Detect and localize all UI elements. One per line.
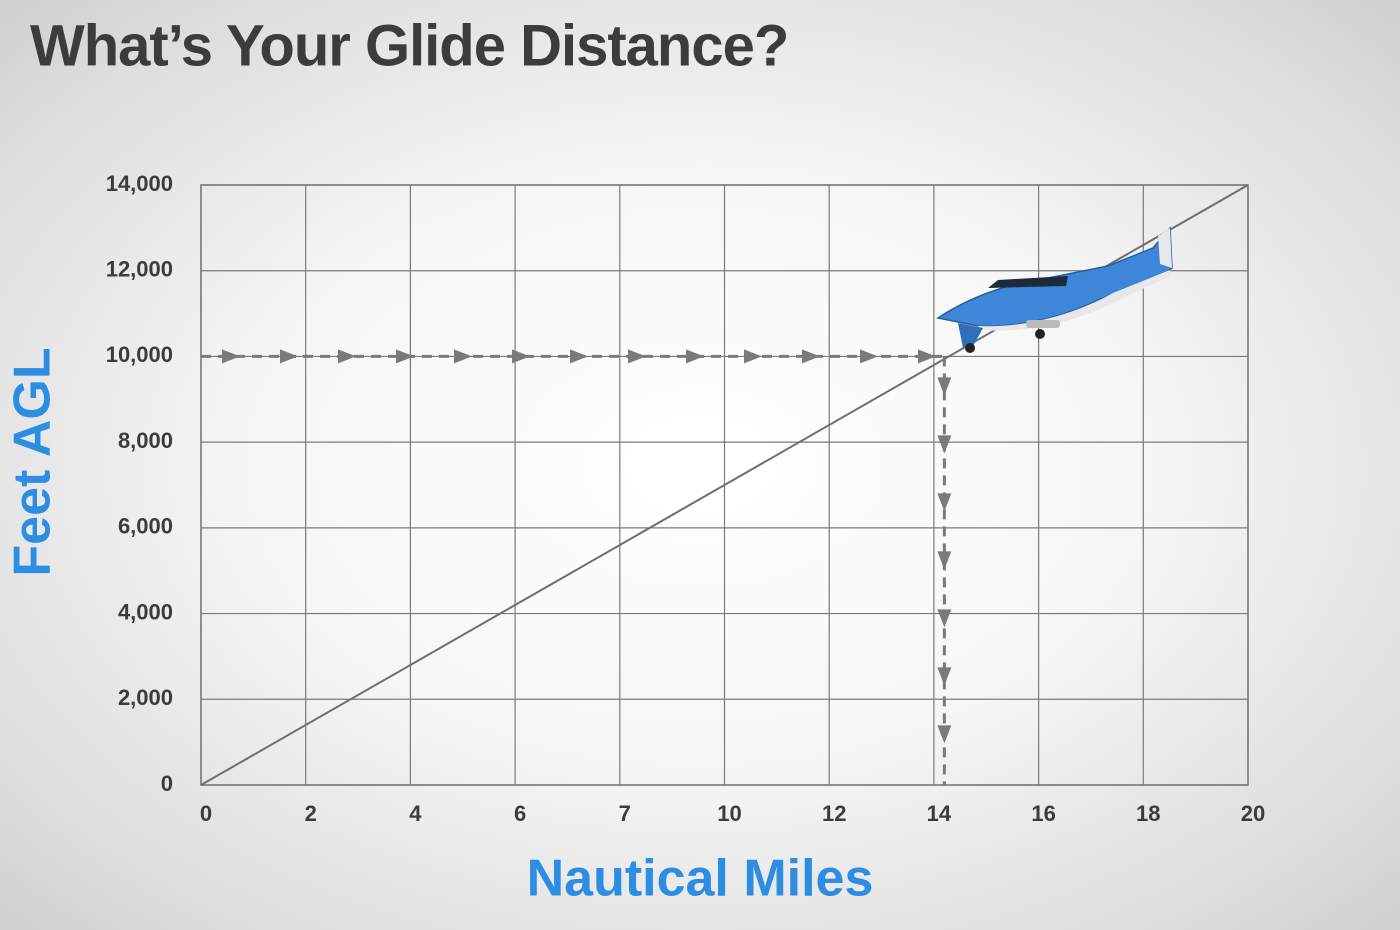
arrowhead — [744, 349, 762, 364]
x-tick-label: 12 — [822, 801, 846, 826]
x-tick-label: 7 — [619, 801, 631, 826]
arrowhead — [802, 349, 820, 364]
wheel-fairing — [1026, 320, 1060, 328]
y-tick-label: 14,000 — [106, 171, 173, 196]
windows — [988, 276, 1068, 288]
arrowhead — [937, 377, 952, 396]
arrowhead — [512, 349, 530, 364]
y-tick-label: 6,000 — [118, 514, 173, 539]
y-tick-label: 10,000 — [106, 342, 173, 367]
wheel — [1035, 329, 1045, 339]
tail-stripe — [1158, 228, 1172, 268]
x-tick-label: 10 — [717, 801, 741, 826]
arrowhead — [937, 551, 952, 570]
wheel — [965, 343, 975, 353]
arrowhead — [686, 349, 704, 364]
arrowhead — [628, 349, 646, 364]
y-axis-title: Feet AGL — [4, 347, 62, 576]
arrowhead — [937, 667, 952, 686]
wing — [958, 323, 983, 348]
arrowhead — [222, 349, 240, 364]
x-tick-label: 6 — [514, 801, 526, 826]
arrowhead — [280, 349, 298, 364]
y-tick-label: 8,000 — [118, 428, 173, 453]
arrowhead — [937, 725, 952, 744]
y-tick-label: 2,000 — [118, 685, 173, 710]
x-tick-label: 2 — [305, 801, 317, 826]
y-tick-label: 4,000 — [118, 599, 173, 624]
arrowhead — [937, 493, 952, 512]
x-tick-label: 4 — [409, 801, 422, 826]
arrowhead — [396, 349, 414, 364]
y-tick-label: 12,000 — [106, 257, 173, 282]
arrowhead — [570, 349, 588, 364]
x-axis-title: Nautical Miles — [527, 850, 874, 908]
x-tick-label: 20 — [1241, 801, 1265, 826]
arrowhead — [860, 349, 878, 364]
arrowhead — [937, 609, 952, 628]
arrowhead — [918, 349, 936, 364]
x-tick-label: 18 — [1136, 801, 1160, 826]
airplane-illustration — [936, 226, 1173, 353]
chart-title: What’s Your Glide Distance? — [30, 13, 788, 78]
arrowhead — [454, 349, 472, 364]
x-tick-label: 16 — [1031, 801, 1055, 826]
arrowhead — [338, 349, 356, 364]
arrowhead — [937, 435, 952, 454]
x-tick-label: 0 — [200, 801, 212, 826]
y-tick-label: 0 — [161, 771, 173, 796]
x-tick-label: 14 — [927, 801, 952, 826]
